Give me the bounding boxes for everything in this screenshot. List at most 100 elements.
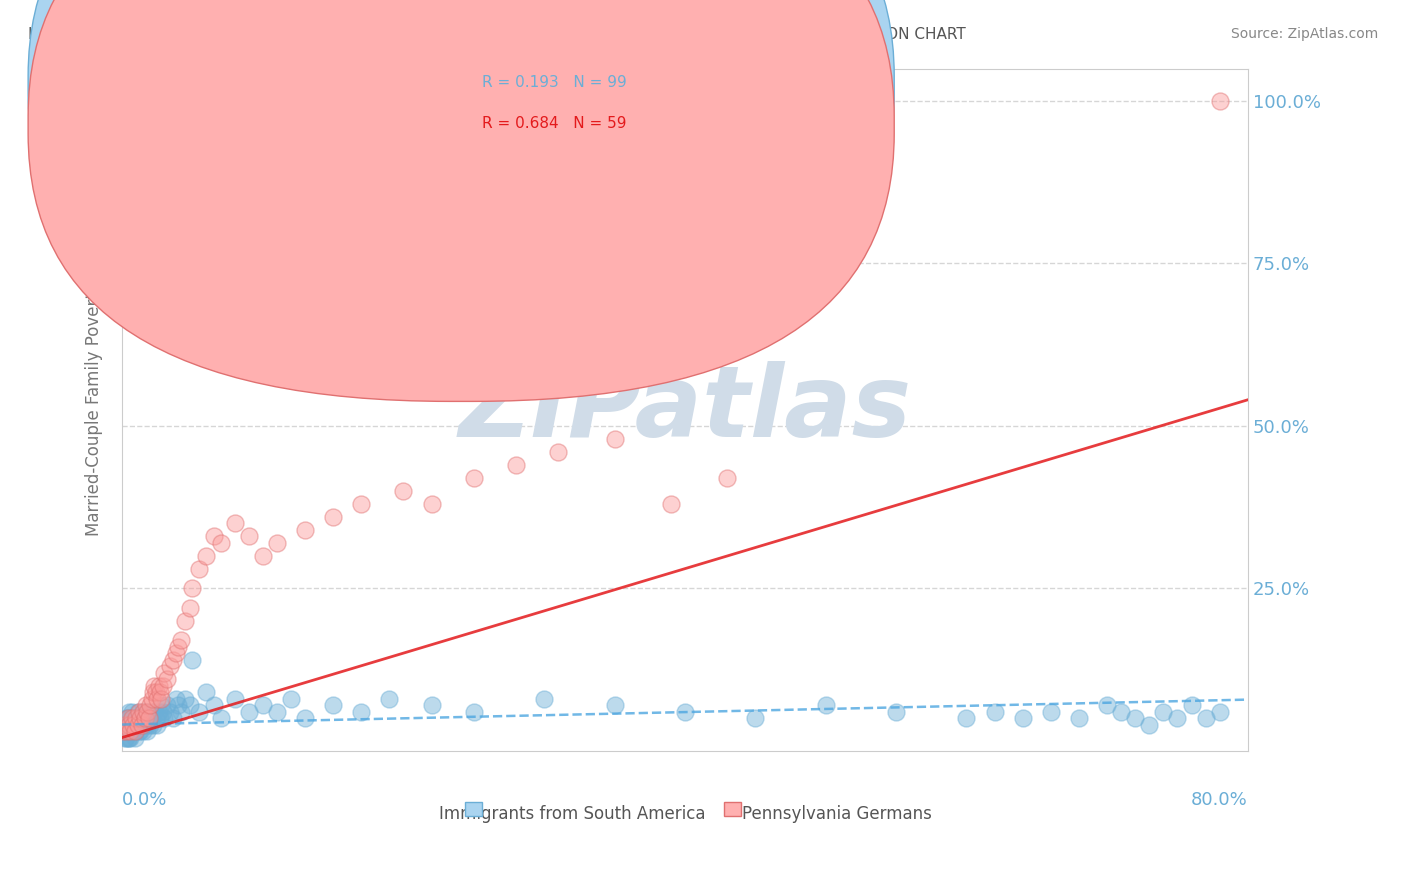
Point: [392, 483, 415, 498]
Point: [547, 444, 569, 458]
Point: [122, 717, 145, 731]
Point: [202, 698, 225, 712]
Point: [135, 705, 157, 719]
Text: 0.0%: 0.0%: [122, 791, 167, 809]
Point: [129, 724, 152, 739]
Point: [1095, 698, 1118, 712]
Point: [145, 711, 167, 725]
Point: [378, 691, 401, 706]
Point: [148, 705, 170, 719]
Point: [224, 691, 246, 706]
Point: [131, 717, 153, 731]
Point: [188, 562, 211, 576]
Point: [152, 705, 174, 719]
Point: [162, 711, 184, 725]
Point: [124, 717, 146, 731]
Point: [744, 711, 766, 725]
Point: [114, 731, 136, 745]
Point: [1011, 711, 1033, 725]
Point: [112, 724, 135, 739]
Point: [149, 685, 172, 699]
Point: [125, 711, 148, 725]
Point: [188, 705, 211, 719]
Point: [814, 698, 837, 712]
Point: [118, 724, 141, 739]
Point: [121, 705, 143, 719]
Point: [420, 698, 443, 712]
Point: [139, 698, 162, 712]
Point: [134, 717, 156, 731]
Point: [209, 711, 232, 725]
Point: [115, 724, 138, 739]
Point: [238, 705, 260, 719]
Point: [115, 711, 138, 725]
Point: [1067, 711, 1090, 725]
Point: [122, 724, 145, 739]
Point: [350, 497, 373, 511]
Point: [150, 691, 173, 706]
Point: [150, 698, 173, 712]
Point: [136, 717, 159, 731]
Text: Pennsylvania Germans: Pennsylvania Germans: [742, 805, 932, 823]
Point: [603, 432, 626, 446]
Point: [143, 679, 166, 693]
Point: [134, 711, 156, 725]
Point: [120, 711, 142, 725]
Point: [350, 705, 373, 719]
Point: [114, 717, 136, 731]
Point: [266, 535, 288, 549]
Point: [148, 679, 170, 693]
Point: [1152, 705, 1174, 719]
Point: [134, 711, 156, 725]
Point: [1180, 698, 1202, 712]
Point: [146, 691, 169, 706]
Point: [280, 691, 302, 706]
Point: [463, 705, 485, 719]
Point: [174, 691, 197, 706]
Point: [322, 698, 344, 712]
Point: [112, 724, 135, 739]
Point: [659, 497, 682, 511]
Point: [124, 731, 146, 745]
Point: [121, 717, 143, 731]
Point: [1208, 94, 1230, 108]
Point: [117, 711, 139, 725]
Point: [121, 711, 143, 725]
Text: IMMIGRANTS FROM SOUTH AMERICA VS PENNSYLVANIA GERMAN MARRIED-COUPLE FAMILY POVER: IMMIGRANTS FROM SOUTH AMERICA VS PENNSYL…: [28, 27, 966, 42]
Point: [322, 509, 344, 524]
Point: [122, 711, 145, 725]
Point: [142, 685, 165, 699]
Point: [165, 691, 187, 706]
Point: [1137, 717, 1160, 731]
Point: [145, 685, 167, 699]
Point: [167, 640, 190, 654]
Point: [156, 698, 179, 712]
Point: [142, 717, 165, 731]
Point: [143, 705, 166, 719]
Point: [294, 523, 316, 537]
Text: Immigrants from South America: Immigrants from South America: [439, 805, 706, 823]
Point: [156, 672, 179, 686]
Point: [1123, 711, 1146, 725]
Point: [128, 711, 150, 725]
Point: [117, 717, 139, 731]
Point: [120, 731, 142, 745]
Text: 80.0%: 80.0%: [1191, 791, 1249, 809]
Point: [149, 711, 172, 725]
Point: [224, 516, 246, 531]
Point: [118, 717, 141, 731]
Point: [141, 711, 163, 725]
Point: [120, 724, 142, 739]
Point: [195, 685, 218, 699]
Point: [120, 724, 142, 739]
Point: [152, 679, 174, 693]
Point: [955, 711, 977, 725]
Point: [238, 529, 260, 543]
Point: [138, 711, 160, 725]
Point: [117, 711, 139, 725]
Point: [117, 724, 139, 739]
Point: [165, 646, 187, 660]
Point: [1166, 711, 1188, 725]
Point: [159, 659, 181, 673]
Point: [139, 717, 162, 731]
